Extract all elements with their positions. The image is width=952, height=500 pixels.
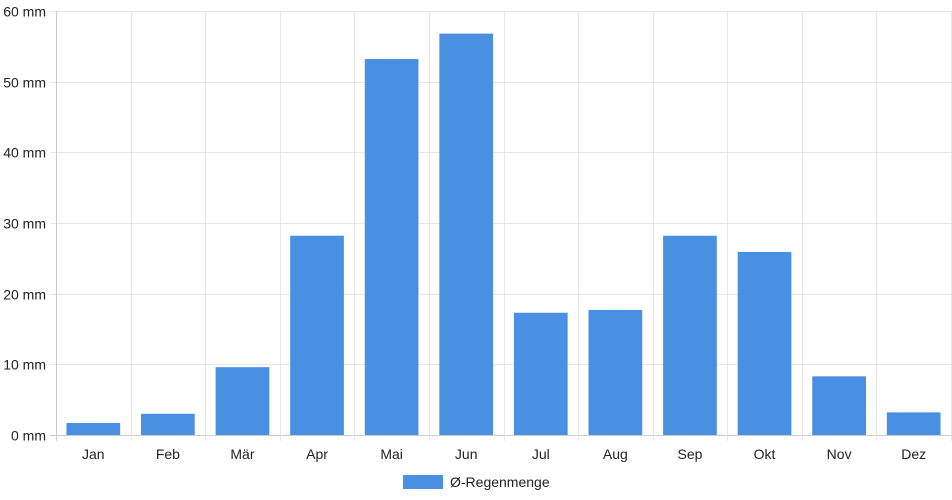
x-tick-label: Jan (82, 446, 105, 462)
x-tick-label: Jul (532, 446, 550, 462)
legend[interactable]: Ø-Regenmenge (403, 474, 550, 490)
bar-layer (66, 33, 941, 435)
x-tick-label: Sep (677, 446, 702, 462)
bar-mär[interactable] (215, 367, 270, 435)
x-tick-label: Jun (455, 446, 478, 462)
bar-nov[interactable] (812, 376, 866, 435)
x-tick-label: Dez (901, 446, 926, 462)
x-tick-label: Nov (827, 446, 852, 462)
x-tick-label: Aug (603, 446, 628, 462)
bar-okt[interactable] (737, 251, 792, 435)
y-tick-label: 30 mm (3, 216, 46, 232)
bar-sep[interactable] (663, 235, 717, 435)
y-tick-label: 60 mm (3, 4, 46, 20)
x-tick-label: Mär (230, 446, 254, 462)
x-tick-label: Apr (306, 446, 328, 462)
y-tick-label: 0 mm (11, 428, 46, 444)
x-tick-label: Feb (156, 446, 180, 462)
bar-aug[interactable] (588, 309, 643, 435)
grid-layer (50, 11, 952, 441)
y-tick-label: 20 mm (3, 287, 46, 303)
bar-jul[interactable] (513, 312, 568, 435)
y-tick-label: 50 mm (3, 75, 46, 91)
bar-jan[interactable] (66, 422, 121, 435)
legend-swatch[interactable] (403, 475, 443, 489)
bar-dez[interactable] (886, 412, 941, 435)
x-tick-label: Okt (754, 446, 776, 462)
legend-label[interactable]: Ø-Regenmenge (450, 474, 550, 490)
y-tick-label: 10 mm (3, 357, 46, 373)
bar-jun[interactable] (439, 33, 494, 435)
y-tick-label: 40 mm (3, 145, 46, 161)
x-tick-label: Mai (380, 446, 403, 462)
bar-feb[interactable] (141, 413, 195, 435)
bar-apr[interactable] (290, 235, 344, 435)
label-layer: 0 mm 10 mm 20 mm 30 mm 40 mm 50 mm 60 mm Jan Feb… (3, 4, 926, 463)
bar-mai[interactable] (364, 59, 419, 435)
